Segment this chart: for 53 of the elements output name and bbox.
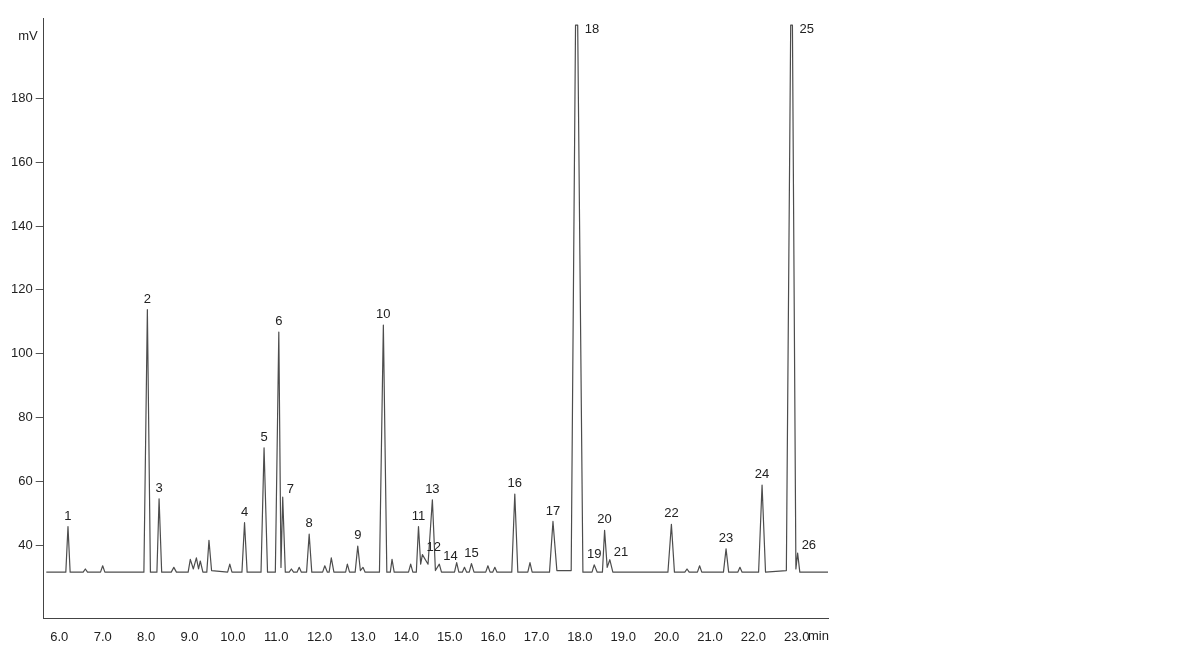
x-tick-label: 17.0 [523,628,550,644]
x-tick-label: 18.0 [567,628,593,644]
x-tick-label: 21.0 [697,628,723,644]
y-tick-label: 120 [10,281,33,297]
y-tick-label: 160 [10,153,33,169]
annotation: 25 [799,20,814,36]
annotation: 19 [586,545,602,561]
x-tick-label: 11.0 [264,628,289,644]
annotation: 5 [260,428,268,444]
x-tick-label: 6.0 [50,628,69,644]
y-tick-label: 140 [10,217,33,233]
y-tick-label: 60 [18,472,33,488]
x-tick-label: 16.0 [480,628,506,644]
x-tick-label: 13.0 [350,628,376,644]
x-tick-label: 23.0 [784,628,810,644]
annotation: 16 [507,475,523,491]
annotation: 10 [376,306,391,322]
annotation: 15 [464,544,479,560]
x-tick-label: 15.0 [437,628,463,644]
annotation: 26 [801,537,817,553]
annotation: 23 [718,529,734,545]
annotation: 18 [584,20,600,36]
y-tick-label: 40 [18,536,33,552]
annotation: 17 [545,502,561,518]
annotation: 24 [754,466,770,482]
annotation: 7 [286,481,294,497]
x-tick-label: 19.0 [610,628,636,644]
x-tick-label: 14.0 [393,628,419,644]
annotation: 14 [443,548,458,564]
x-tick-label: 12.0 [306,628,333,644]
annotation: 22 [664,505,679,521]
x-axis-title: min [808,627,829,643]
annotation: 13 [425,480,440,496]
y-tick-label: 100 [10,345,33,361]
y-tick-label: 180 [10,90,33,106]
x-tick-label: 7.0 [93,628,112,644]
annotation: 8 [305,515,313,531]
annotation: 9 [354,527,362,543]
annotation: 3 [155,479,163,495]
annotation: 4 [240,503,249,519]
annotation: 21 [613,543,629,559]
annotation: 6 [275,313,283,329]
y-axis-title: mV [18,28,39,44]
x-tick-label: 22.0 [740,628,767,644]
y-tick-label: 80 [18,409,33,425]
x-tick-label: 9.0 [180,628,199,644]
x-tick-label: 8.0 [137,628,156,644]
x-tick-label: 10.0 [220,628,246,644]
annotation: 11 [411,507,426,523]
annotation: 2 [143,290,151,306]
x-tick-label: 20.0 [653,628,680,644]
annotation: 20 [597,511,612,527]
annotation: 1 [64,507,72,523]
